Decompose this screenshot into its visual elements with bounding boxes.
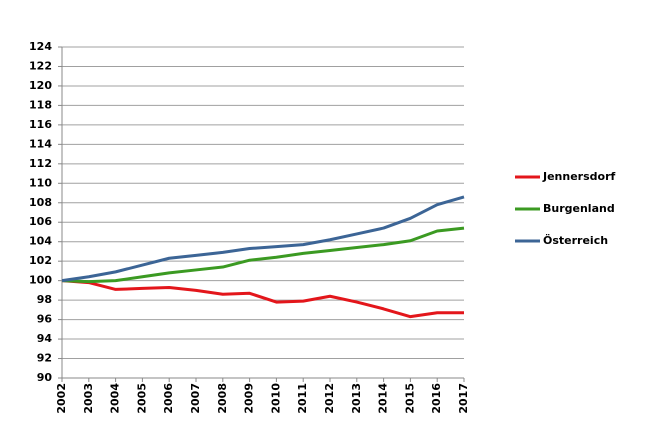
y-tick-label: 96	[37, 313, 53, 326]
y-tick-label: 102	[29, 254, 52, 267]
x-tick-label: 2012	[323, 383, 336, 414]
x-tick-label: 2008	[216, 383, 229, 414]
legend-label: Jennersdorf	[542, 170, 616, 183]
x-tick-label: 2014	[377, 383, 390, 414]
x-tick-label: 2015	[403, 383, 416, 414]
x-tick-label: 2007	[189, 383, 202, 414]
x-tick-label: 2013	[350, 383, 363, 414]
x-tick-label: 2002	[55, 383, 68, 414]
legend-label: Österreich	[543, 233, 608, 247]
y-tick-label: 104	[29, 235, 52, 248]
y-tick-label: 124	[29, 40, 52, 53]
y-tick-label: 100	[29, 274, 52, 287]
y-tick-label: 120	[29, 79, 52, 92]
x-tick-label: 2011	[296, 383, 309, 414]
x-tick-label: 2016	[430, 383, 443, 414]
x-tick-label: 2005	[135, 383, 148, 414]
legend-label: Burgenland	[543, 202, 615, 215]
y-tick-label: 92	[37, 352, 52, 365]
y-tick-label: 108	[29, 196, 52, 209]
y-tick-label: 90	[37, 371, 53, 384]
y-tick-label: 112	[29, 157, 52, 170]
x-tick-label: 2010	[269, 383, 282, 414]
y-tick-label: 110	[29, 176, 52, 189]
y-tick-label: 106	[29, 215, 52, 228]
y-tick-label: 114	[29, 137, 52, 150]
x-tick-label: 2006	[162, 383, 175, 414]
x-tick-label: 2003	[82, 383, 95, 414]
series-line	[61, 195, 465, 283]
y-tick-label: 94	[37, 332, 53, 345]
x-tick-label: 2004	[109, 383, 122, 414]
x-tick-label: 2017	[457, 383, 470, 414]
series-line	[61, 226, 465, 284]
x-tick-label: 2009	[243, 383, 256, 414]
y-tick-label: 122	[29, 59, 52, 72]
y-tick-label: 98	[37, 293, 52, 306]
series-line	[61, 279, 464, 319]
y-tick-label: 116	[29, 118, 52, 131]
y-tick-label: 118	[29, 98, 52, 111]
